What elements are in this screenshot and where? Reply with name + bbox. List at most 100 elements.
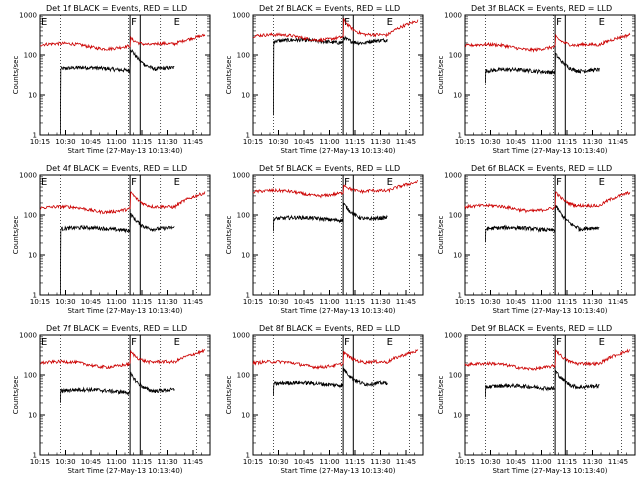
x-tick-label: 11:00 — [531, 298, 551, 306]
y-axis-label: Counts/sec — [437, 56, 445, 95]
x-tick-label: 11:30 — [582, 298, 602, 306]
plot-frame — [464, 334, 636, 456]
x-axis-label: Start Time (27-May-13 10:13:40) — [67, 147, 182, 155]
detector-panel: Det 1f BLACK = Events, RED = LLD E F E 1 10 10… — [12, 4, 211, 155]
y-tick-label: 100 — [24, 212, 37, 220]
panel-title: Det 6f BLACK = Events, RED = LLD — [471, 164, 612, 173]
x-tick-label: 11:15 — [557, 138, 577, 146]
x-tick-label: 10:15 — [30, 458, 50, 466]
y-tick-label: 100 — [24, 372, 37, 380]
detector-panel: Det 6f BLACK = Events, RED = LLD F E 1 10 100… — [437, 164, 636, 315]
y-tick-label: 100 — [449, 52, 462, 60]
flag-label: E — [387, 177, 393, 188]
x-tick-label: 11:30 — [582, 458, 602, 466]
flag-label: E — [387, 17, 393, 28]
panel-title: Det 2f BLACK = Events, RED = LLD — [259, 4, 400, 13]
x-tick-label: 10:45 — [81, 458, 101, 466]
plot-frame — [39, 334, 211, 456]
panel-title: Det 9f BLACK = Events, RED = LLD — [471, 324, 612, 333]
panel-title: Det 4f BLACK = Events, RED = LLD — [46, 164, 187, 173]
x-tick-label: 10:30 — [55, 458, 75, 466]
y-axis-label: Counts/sec — [437, 216, 445, 255]
plot-frame — [39, 174, 211, 296]
x-tick-label: 10:30 — [480, 458, 500, 466]
x-tick-label: 11:15 — [557, 298, 577, 306]
events-series-line — [273, 367, 388, 396]
flag-label: F — [131, 17, 137, 28]
y-tick-label: 10 — [241, 92, 250, 100]
x-tick-label: 11:15 — [132, 298, 152, 306]
flag-label: F — [131, 177, 137, 188]
y-tick-label: 1 — [33, 292, 37, 300]
x-tick-label: 10:15 — [30, 138, 50, 146]
x-axis-label: Start Time (27-May-13 10:13:40) — [280, 467, 395, 475]
x-axis-label: Start Time (27-May-13 10:13:40) — [492, 307, 607, 315]
flag-label: E — [41, 337, 47, 348]
x-tick-label: 11:45 — [396, 298, 416, 306]
flag-label: F — [344, 337, 350, 348]
y-tick-label: 1 — [246, 452, 250, 460]
flag-label: E — [174, 177, 180, 188]
x-tick-label: 10:15 — [455, 138, 475, 146]
x-tick-label: 11:00 — [106, 138, 126, 146]
x-tick-label: 11:45 — [608, 298, 628, 306]
events-series-line — [485, 370, 600, 398]
y-tick-label: 10 — [453, 252, 462, 260]
y-tick-label: 10 — [453, 92, 462, 100]
flag-label: F — [344, 17, 350, 28]
detector-panel: Det 2f BLACK = Events, RED = LLD F E 1 10 100… — [225, 4, 424, 155]
x-tick-label: 10:30 — [55, 138, 75, 146]
x-tick-label: 10:30 — [268, 298, 288, 306]
x-tick-label: 10:45 — [506, 138, 526, 146]
y-tick-label: 1000 — [19, 12, 37, 20]
y-tick-label: 10 — [28, 92, 37, 100]
y-tick-label: 1000 — [444, 12, 462, 20]
x-tick-label: 11:30 — [370, 458, 390, 466]
y-tick-label: 10 — [28, 412, 37, 420]
x-tick-label: 10:45 — [506, 458, 526, 466]
plot-frame — [252, 14, 424, 136]
x-tick-label: 11:45 — [183, 298, 203, 306]
panel-title: Det 1f BLACK = Events, RED = LLD — [46, 4, 187, 13]
flag-label: E — [41, 177, 47, 188]
y-axis-label: Counts/sec — [437, 376, 445, 415]
y-tick-label: 1 — [246, 292, 250, 300]
y-axis-label: Counts/sec — [12, 56, 20, 95]
detector-panel: Det 7f BLACK = Events, RED = LLD E F E 1 10 10… — [12, 324, 211, 475]
y-tick-label: 10 — [28, 252, 37, 260]
y-axis-label: Counts/sec — [225, 56, 233, 95]
events-series-line — [60, 212, 175, 295]
detector-panel: Det 3f BLACK = Events, RED = LLD F E 1 10 100… — [437, 4, 636, 155]
flag-label: F — [556, 177, 562, 188]
events-series-line — [485, 204, 600, 243]
flag-label: E — [599, 177, 605, 188]
flag-label: F — [131, 337, 137, 348]
events-series-line — [60, 371, 175, 403]
y-tick-label: 1000 — [444, 332, 462, 340]
x-tick-label: 11:30 — [370, 138, 390, 146]
panel-title: Det 3f BLACK = Events, RED = LLD — [471, 4, 612, 13]
y-tick-label: 100 — [237, 372, 250, 380]
lld-series-line — [464, 32, 631, 53]
x-tick-label: 11:15 — [345, 458, 365, 466]
y-tick-label: 100 — [237, 52, 250, 60]
x-tick-label: 11:30 — [157, 298, 177, 306]
x-axis-label: Start Time (27-May-13 10:13:40) — [492, 147, 607, 155]
x-tick-label: 11:45 — [608, 138, 628, 146]
y-axis-label: Counts/sec — [225, 216, 233, 255]
x-tick-label: 10:15 — [243, 298, 263, 306]
flag-label: F — [344, 177, 350, 188]
y-axis-label: Counts/sec — [12, 216, 20, 255]
x-tick-label: 10:45 — [81, 138, 101, 146]
x-tick-label: 10:30 — [55, 298, 75, 306]
flag-label: E — [599, 17, 605, 28]
y-tick-label: 1000 — [19, 172, 37, 180]
x-tick-label: 10:45 — [506, 298, 526, 306]
lld-series-line — [39, 348, 206, 370]
flag-label: E — [599, 337, 605, 348]
x-tick-label: 11:45 — [183, 138, 203, 146]
lld-series-line — [39, 33, 206, 52]
y-tick-label: 1000 — [19, 332, 37, 340]
x-tick-label: 10:45 — [294, 298, 314, 306]
